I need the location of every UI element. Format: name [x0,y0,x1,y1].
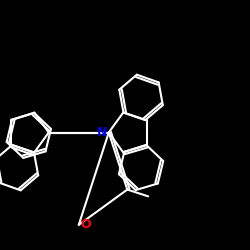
Text: N: N [97,126,108,139]
Text: O: O [80,218,91,231]
